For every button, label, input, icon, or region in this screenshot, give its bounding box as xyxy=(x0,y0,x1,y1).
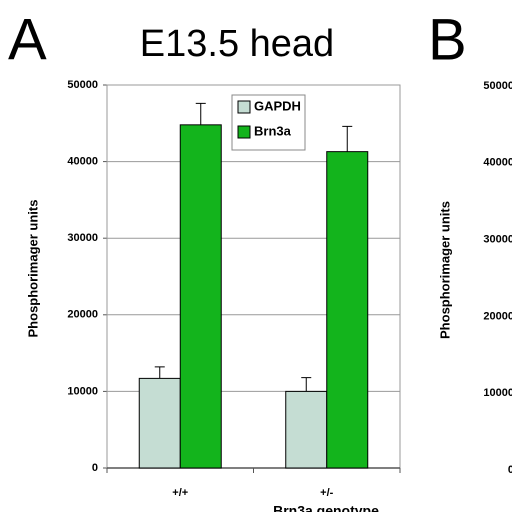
x-tick-label: +/+ xyxy=(172,487,188,499)
y-tick-label: 20000 xyxy=(67,309,98,321)
error-bar xyxy=(195,102,206,125)
y-tick-label: 0 xyxy=(92,462,98,474)
bar xyxy=(285,390,328,469)
y-tick-label: 10000 xyxy=(483,387,512,399)
bar xyxy=(326,151,369,469)
legend-label: Brn3a xyxy=(254,123,292,138)
y-tick-label: 0 xyxy=(508,464,512,476)
x-tick-label: +/- xyxy=(320,487,333,499)
legend-label: GAPDH xyxy=(254,98,301,113)
panel-letter: B xyxy=(428,7,467,72)
chart-title: E13.5 head xyxy=(140,23,334,65)
error-bar xyxy=(301,377,312,392)
y-axis-label: Phosphorimager units xyxy=(25,200,40,338)
y-tick-label: 30000 xyxy=(67,232,98,244)
y-tick-label: 40000 xyxy=(483,157,512,169)
y-tick-label: 50000 xyxy=(483,80,512,92)
y-axis-label: Phosphorimager units xyxy=(437,201,452,339)
y-tick-label: 50000 xyxy=(67,79,98,91)
bar xyxy=(179,124,222,469)
y-tick-label: 20000 xyxy=(483,310,512,322)
x-axis-label: Brn3a genotype xyxy=(273,503,379,512)
y-tick-label: 10000 xyxy=(67,385,98,397)
error-bar xyxy=(154,366,165,379)
y-tick-label: 30000 xyxy=(483,234,512,246)
y-tick-label: 40000 xyxy=(67,156,98,168)
legend-swatch xyxy=(237,125,251,139)
legend-swatch xyxy=(237,100,251,114)
error-bar xyxy=(342,125,353,152)
panel-letter: A xyxy=(8,7,47,72)
bar xyxy=(138,377,181,469)
